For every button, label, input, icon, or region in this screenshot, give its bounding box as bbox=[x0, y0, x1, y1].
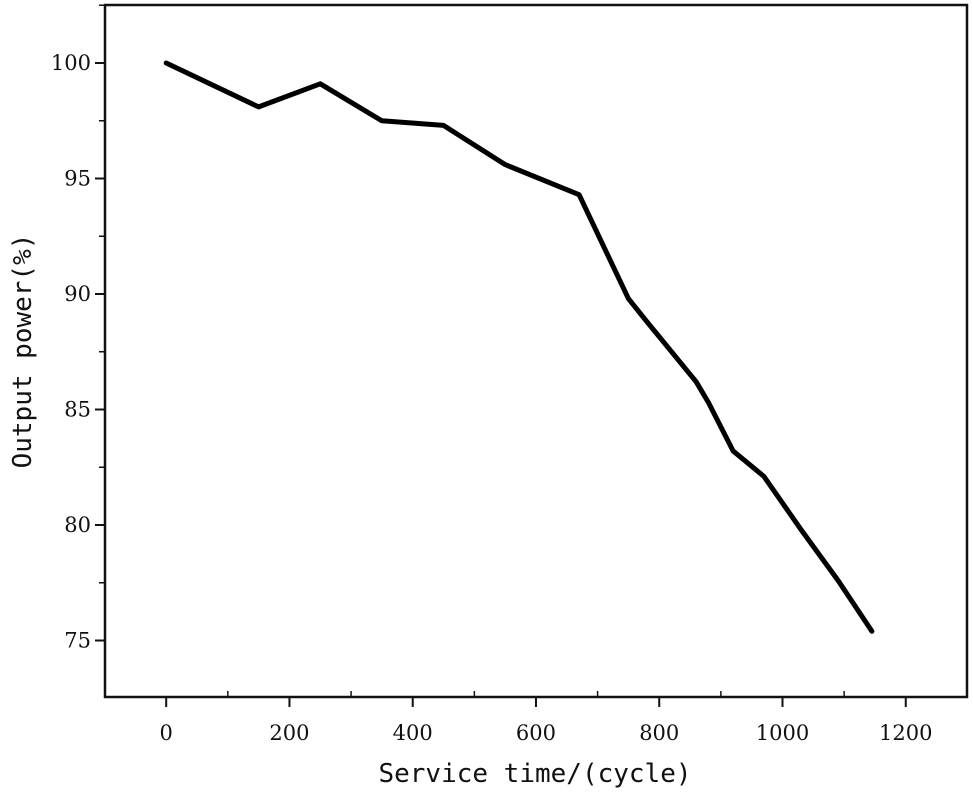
x-tick-label: 1200 bbox=[879, 721, 932, 745]
x-tick-label: 200 bbox=[269, 721, 309, 745]
y-tick-label: 100 bbox=[51, 51, 91, 75]
x-axis-title: Service time/(cycle) bbox=[378, 759, 691, 789]
x-tick-label: 800 bbox=[639, 721, 679, 745]
y-tick-label: 90 bbox=[64, 282, 91, 306]
x-tick-label: 0 bbox=[160, 721, 173, 745]
y-tick-label: 95 bbox=[64, 167, 91, 191]
x-tick-label: 600 bbox=[516, 721, 556, 745]
y-tick-label: 80 bbox=[64, 513, 91, 537]
series-layer bbox=[163, 60, 875, 634]
y-axis-title: Output power(%) bbox=[8, 234, 38, 469]
x-axis-tick-labels: 0 200 400 600 800 1000 1200 bbox=[160, 721, 933, 745]
x-axis-ticks bbox=[165, 691, 907, 707]
y-axis-tick-labels: 75 80 85 90 95 100 bbox=[51, 51, 91, 653]
x-tick-label: 1000 bbox=[756, 721, 809, 745]
x-tick-label: 400 bbox=[393, 721, 433, 745]
y-tick-label: 85 bbox=[64, 398, 91, 422]
y-axis-ticks bbox=[95, 4, 105, 642]
plot-frame bbox=[103, 3, 969, 699]
series-line bbox=[163, 60, 875, 634]
y-tick-label: 75 bbox=[64, 629, 91, 653]
